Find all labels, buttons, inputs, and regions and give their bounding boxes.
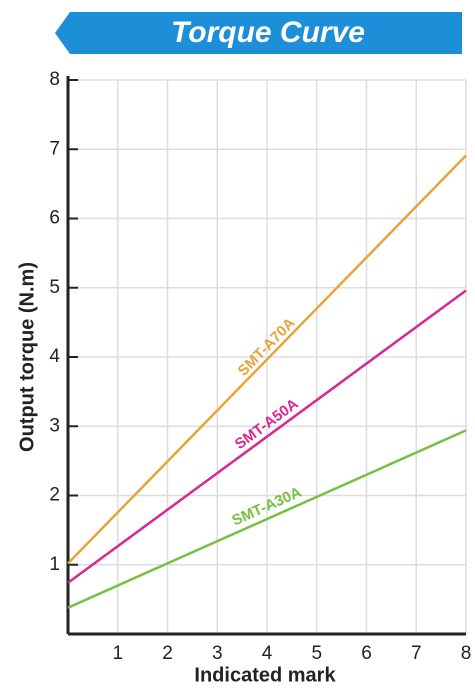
- title-banner: [55, 12, 462, 54]
- y-tick-label: 2: [49, 485, 60, 506]
- y-tick-label: 1: [49, 554, 60, 575]
- y-tick-label: 6: [49, 208, 60, 229]
- x-tick-label: 6: [361, 643, 372, 664]
- series-line: [67, 154, 467, 565]
- y-tick-label: 8: [49, 69, 60, 90]
- x-axis-label: Indicated mark: [194, 664, 336, 686]
- y-axis-label: Output torque (N.m): [16, 262, 38, 452]
- y-tick-label: 5: [49, 277, 60, 298]
- y-tick-label: 4: [49, 346, 60, 367]
- x-tick-label: 3: [212, 643, 223, 664]
- x-tick-label: 7: [411, 643, 422, 664]
- x-tick-label: 8: [461, 643, 472, 664]
- series-line: [67, 289, 467, 584]
- y-tick-label: 7: [49, 138, 60, 159]
- x-tick-label: 2: [162, 643, 173, 664]
- chart-title: Torque Curve: [171, 16, 365, 49]
- y-tick-label: 3: [49, 415, 60, 436]
- x-tick-label: 1: [112, 643, 123, 664]
- x-tick-label: 4: [262, 643, 273, 664]
- series-line: [67, 429, 467, 609]
- x-tick-label: 5: [311, 643, 322, 664]
